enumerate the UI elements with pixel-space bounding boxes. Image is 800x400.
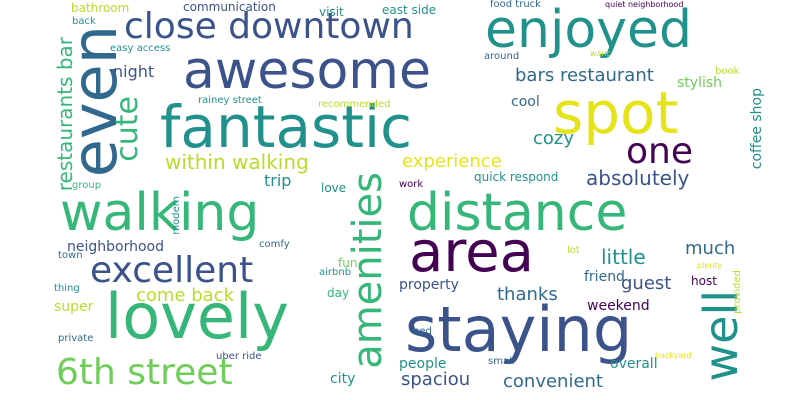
word-staying: staying (405, 293, 633, 366)
word-rainey-street: rainey street (198, 95, 262, 106)
word-book: book (715, 66, 740, 77)
word-overall: overall (610, 356, 658, 372)
word-little: little (601, 245, 646, 269)
word-much: much (685, 238, 736, 259)
word-within-walking: within walking (165, 150, 309, 174)
word-cozy: cozy (533, 128, 575, 149)
word-coffee-shop: coffee shop (749, 88, 765, 170)
word-east-side: east side (382, 3, 437, 17)
word-excellent: excellent (90, 250, 254, 291)
word-6th-street: 6th street (56, 352, 233, 393)
word-cute: cute (110, 96, 145, 162)
word-small: small (488, 356, 515, 367)
word-cool: cool (511, 94, 540, 110)
word-amenities: amenities (345, 172, 391, 369)
word-friend: friend (584, 269, 625, 285)
word-neighborhood: neighborhood (67, 239, 164, 255)
word-spot: spot (553, 79, 679, 147)
word-want: want (590, 49, 610, 58)
word-bathroom: bathroom (71, 1, 130, 15)
word-spaciou: spaciou (401, 369, 471, 390)
word-super: super (54, 299, 94, 315)
word-convenient: convenient (503, 371, 603, 392)
word-communication: communication (183, 0, 276, 14)
word-enjoyed: enjoyed (485, 0, 692, 60)
word-guest: guest (621, 273, 672, 294)
word-people: people (399, 356, 447, 372)
word-day: day (327, 286, 350, 300)
word-thing: thing (54, 283, 80, 294)
word-recommended: recommended (318, 99, 391, 110)
word-absolutely: absolutely (586, 166, 690, 190)
word-thanks: thanks (497, 284, 558, 305)
word-food-truck: food truck (490, 0, 541, 10)
word-private: private (58, 333, 94, 344)
word-property: property (399, 277, 459, 293)
word-bars-restaurant: bars restaurant (515, 65, 654, 86)
word-backyard: backyard (655, 351, 692, 360)
word-quick-respond: quick respond (474, 170, 559, 184)
word-town: town (58, 250, 83, 261)
word-quiet-neighborhood: quiet neighborhood (605, 0, 684, 9)
word-airbnb: airbnb (319, 267, 352, 278)
word-bed: bed (413, 326, 432, 337)
word-around: around (484, 51, 520, 62)
word-plenty: plenty (697, 261, 723, 270)
word-modern: modern (171, 196, 182, 235)
word-trip: trip (264, 171, 292, 190)
word-night: night (113, 62, 155, 81)
word-easy-access: easy access (110, 43, 171, 54)
word-close-downtown: close downtown (124, 6, 414, 47)
word-area: area (409, 220, 534, 285)
word-weekend: weekend (587, 298, 650, 314)
word-lovely: lovely (105, 280, 289, 353)
word-group: group (72, 180, 102, 191)
word-distance: distance (407, 183, 628, 243)
word-restaurants-bar: restaurants bar (53, 37, 77, 192)
word-stylish: stylish (677, 75, 723, 91)
word-walking: walking (60, 183, 260, 243)
word-back: back (72, 16, 96, 27)
word-host: host (691, 274, 717, 288)
word-city: city (330, 371, 356, 387)
word-work: work (399, 179, 424, 190)
word-fantastic: fantastic (160, 93, 412, 161)
word-lot: lot (567, 245, 580, 256)
word-experience: experience (402, 151, 502, 172)
word-come-back: come back (136, 285, 235, 306)
word-comfy: comfy (259, 239, 290, 250)
word-provided: provided (732, 270, 743, 314)
word-awesome: awesome (183, 41, 431, 101)
word-uber-ride: uber ride (216, 351, 262, 362)
word-visit: visit (319, 5, 344, 19)
word-love: love (321, 181, 347, 195)
word-one: one (626, 131, 693, 172)
word-fun: fun (338, 256, 358, 270)
